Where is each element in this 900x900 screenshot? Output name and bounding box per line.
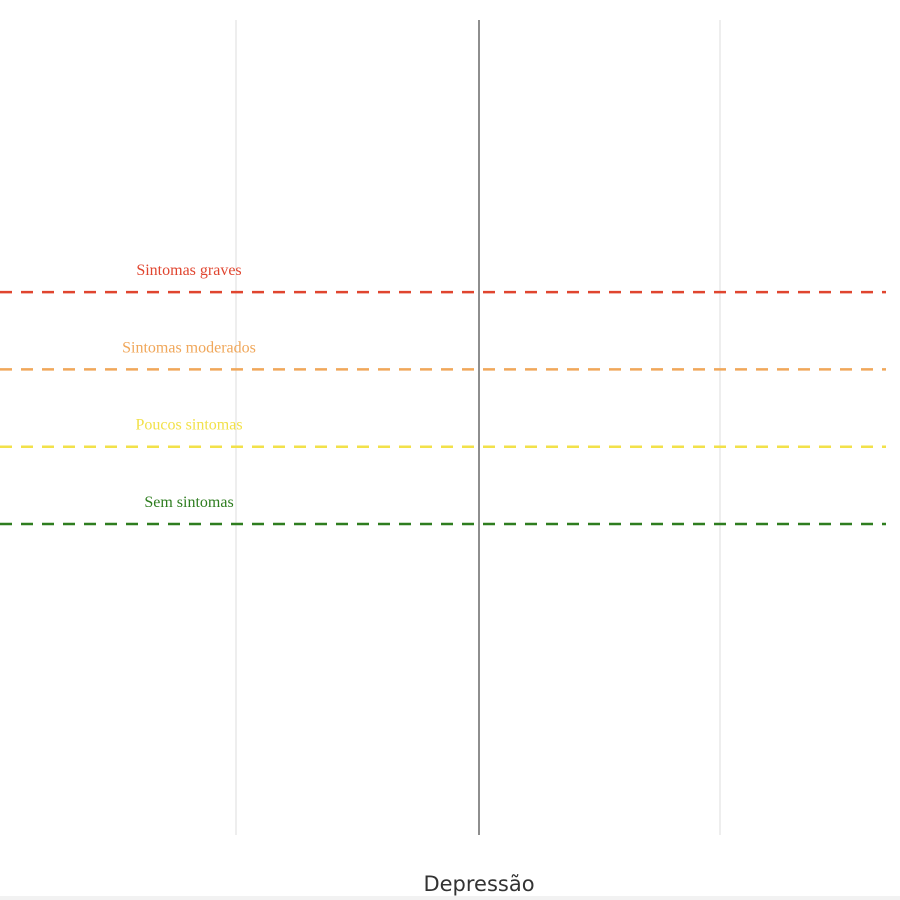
bottom-strip: [0, 896, 900, 900]
threshold-lines: Sintomas graves Sintomas moderados Poucos …: [0, 262, 886, 526]
threshold-label: Sem sintomas: [144, 494, 233, 511]
x-axis-label: Depressão: [423, 872, 534, 896]
gridlines: [235, 20, 721, 835]
threshold-label: Sintomas moderados: [122, 339, 256, 356]
threshold-label: Poucos sintomas: [135, 417, 242, 434]
threshold-label: Sintomas graves: [136, 262, 241, 279]
